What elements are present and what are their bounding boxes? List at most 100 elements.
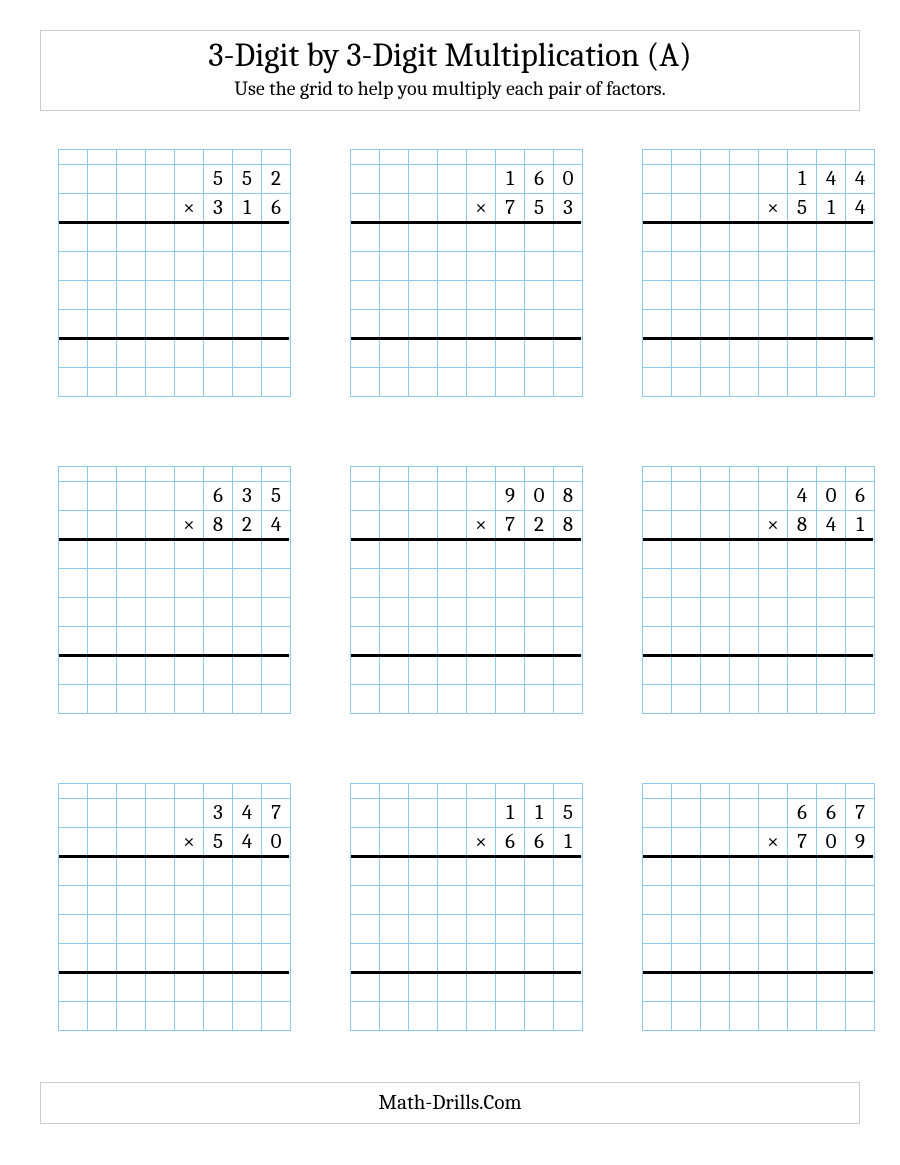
- grid-cell: [672, 368, 701, 397]
- grid-cell: [175, 540, 204, 569]
- grid-cell: [204, 540, 233, 569]
- grid-cell: [759, 482, 788, 511]
- grid-cell: [759, 886, 788, 915]
- grid-cell: [759, 252, 788, 281]
- grid-cell: [233, 223, 262, 252]
- grid-cell: [554, 569, 583, 598]
- grid-cell: [730, 944, 759, 973]
- grid-cell: [262, 150, 291, 165]
- problem-4: 635×824: [58, 466, 290, 713]
- grid-cell: [380, 482, 409, 511]
- grid-cell: [846, 857, 875, 886]
- grid-cell: [175, 685, 204, 714]
- grid-cell: [438, 569, 467, 598]
- grid-cell: [204, 656, 233, 685]
- rule-line-2: [351, 654, 581, 657]
- grid-cell: [380, 569, 409, 598]
- grid-cell: [759, 598, 788, 627]
- grid-cell: [351, 511, 380, 540]
- grid-cell: [175, 368, 204, 397]
- grid-cell: [262, 627, 291, 656]
- grid-cell: [175, 886, 204, 915]
- grid-cell: [788, 857, 817, 886]
- grid-cell: [59, 886, 88, 915]
- grid-cell: [817, 339, 846, 368]
- grid-cell: [730, 569, 759, 598]
- grid-cell: 5: [788, 194, 817, 223]
- grid-cell: [204, 368, 233, 397]
- grid-cell: [730, 828, 759, 857]
- grid-cell: ×: [759, 194, 788, 223]
- grid-cell: [467, 569, 496, 598]
- grid-cell: [409, 915, 438, 944]
- grid-cell: [554, 1002, 583, 1031]
- grid-cell: [351, 540, 380, 569]
- grid-cell: [117, 656, 146, 685]
- problem-9: 667×709: [642, 783, 874, 1030]
- grid-cell: [117, 252, 146, 281]
- grid-cell: [175, 656, 204, 685]
- grid-cell: ×: [467, 194, 496, 223]
- grid-cell: [788, 310, 817, 339]
- grid-cell: 8: [554, 482, 583, 511]
- grid-cell: [701, 569, 730, 598]
- grid-cell: 6: [262, 194, 291, 223]
- grid-cell: [643, 857, 672, 886]
- grid-cell: [643, 150, 672, 165]
- grid-cell: 4: [262, 511, 291, 540]
- grid-cell: [204, 223, 233, 252]
- grid-cell: [554, 944, 583, 973]
- grid-cell: [438, 165, 467, 194]
- grid-cell: [262, 252, 291, 281]
- grid-cell: [380, 799, 409, 828]
- grid-cell: [525, 310, 554, 339]
- grid-cell: [701, 194, 730, 223]
- grid-cell: [262, 223, 291, 252]
- grid-cell: [409, 368, 438, 397]
- grid-cell: [146, 1002, 175, 1031]
- rule-line-2: [643, 971, 873, 974]
- grid-cell: 8: [554, 511, 583, 540]
- grid-cell: [175, 915, 204, 944]
- grid-cell: [846, 310, 875, 339]
- grid-cell: [175, 281, 204, 310]
- grid-cell: [525, 598, 554, 627]
- grid-cell: [380, 598, 409, 627]
- grid-cell: [788, 1002, 817, 1031]
- grid-cell: [467, 1002, 496, 1031]
- grid-cell: [496, 656, 525, 685]
- grid-cell: [59, 656, 88, 685]
- grid-cell: [59, 627, 88, 656]
- grid-cell: [409, 194, 438, 223]
- grid-cell: [730, 310, 759, 339]
- problem-1: 552×316: [58, 149, 290, 396]
- grid-cell: [204, 857, 233, 886]
- grid-table: 908×728: [350, 466, 583, 714]
- grid-cell: [759, 944, 788, 973]
- grid-cell: [204, 339, 233, 368]
- grid-cell: [701, 1002, 730, 1031]
- grid-cell: [846, 281, 875, 310]
- grid-cell: [672, 627, 701, 656]
- grid-cell: [467, 467, 496, 482]
- rule-line-1: [59, 538, 289, 541]
- grid-cell: [525, 944, 554, 973]
- grid-cell: [233, 467, 262, 482]
- grid-cell: [233, 685, 262, 714]
- grid-cell: [204, 685, 233, 714]
- grid-cell: [525, 886, 554, 915]
- grid-cell: [672, 915, 701, 944]
- grid-cell: [788, 540, 817, 569]
- grid-cell: [701, 915, 730, 944]
- grid-cell: 3: [204, 194, 233, 223]
- grid-cell: [351, 784, 380, 799]
- grid-cell: [233, 1002, 262, 1031]
- grid-cell: [59, 1002, 88, 1031]
- grid-cell: [380, 886, 409, 915]
- grid-cell: [88, 569, 117, 598]
- grid-cell: [759, 339, 788, 368]
- grid-cell: [438, 310, 467, 339]
- grid-cell: [233, 598, 262, 627]
- grid-cell: [233, 915, 262, 944]
- grid-cell: [701, 511, 730, 540]
